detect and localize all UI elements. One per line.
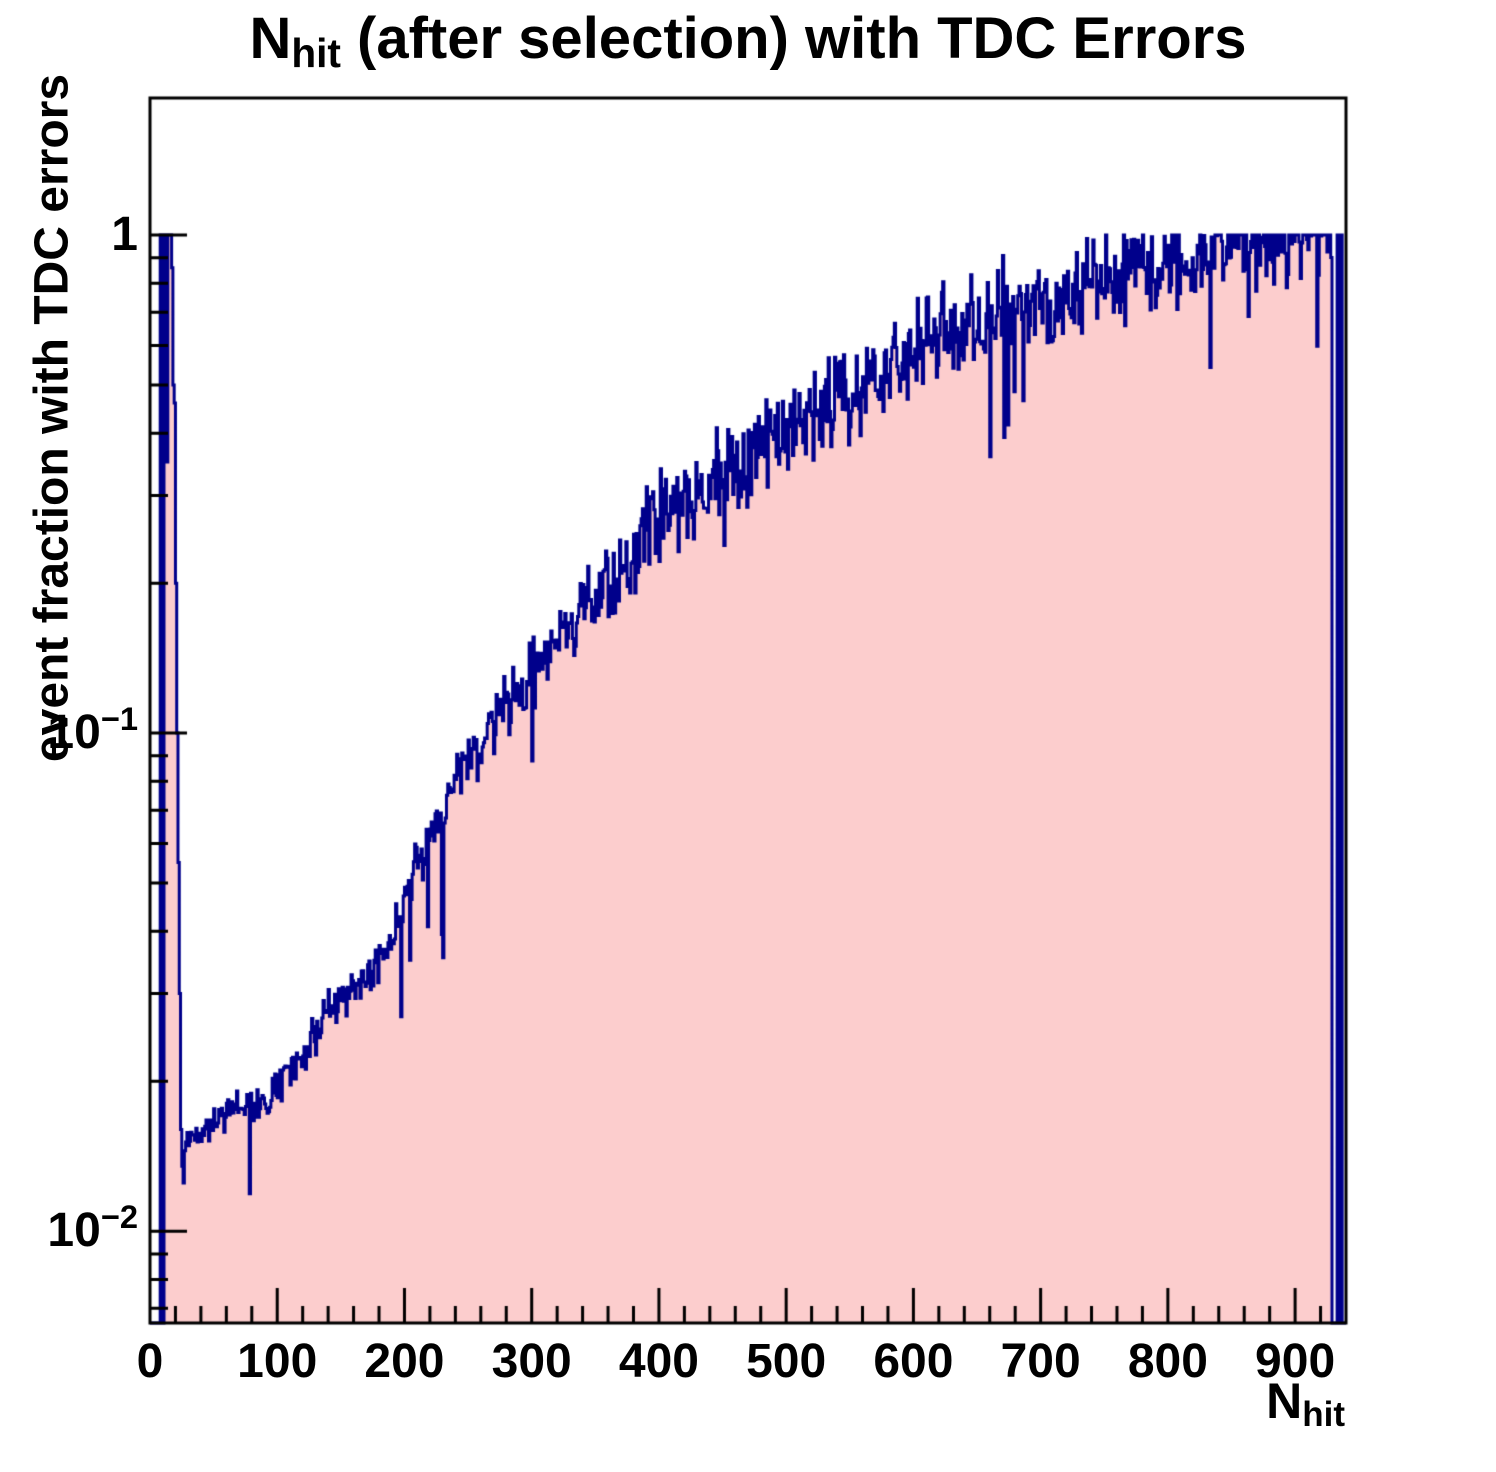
x-tick-label: 0 [136,1335,164,1388]
title-rest: (after selection) with TDC Errors [340,6,1247,71]
y-tick-label: 10−2 [47,1198,138,1262]
x-axis-title-pre: N [1266,1373,1303,1429]
title-subscript: hit [291,29,341,76]
x-axis-title-subscript: hit [1302,1394,1345,1434]
y-tick-exponent: −1 [100,700,138,738]
y-axis-title: event fraction with TDC errors [25,73,79,763]
x-tick-label: 900 [1255,1335,1336,1388]
x-tick-label: 600 [873,1335,954,1388]
chart-title: Nhit (after selection) with TDC Errors [150,2,1346,81]
y-tick-base: 1 [111,208,138,261]
y-tick-label: 1 [111,208,138,262]
x-tick-label: 200 [364,1335,445,1388]
x-tick-label: 500 [746,1335,827,1388]
x-tick-label: 700 [1000,1335,1081,1388]
x-axis-title: Nhit [1266,1372,1345,1434]
y-tick-exponent: −2 [100,1198,138,1236]
x-tick-label: 100 [237,1335,318,1388]
y-tick-label: 10−1 [47,700,138,764]
title-pre: N [249,6,292,71]
x-tick-label: 800 [1127,1335,1208,1388]
y-tick-base: 10 [47,1204,101,1258]
x-tick-label: 400 [618,1335,699,1388]
y-tick-base: 10 [47,706,101,760]
x-tick-label: 300 [491,1335,572,1388]
